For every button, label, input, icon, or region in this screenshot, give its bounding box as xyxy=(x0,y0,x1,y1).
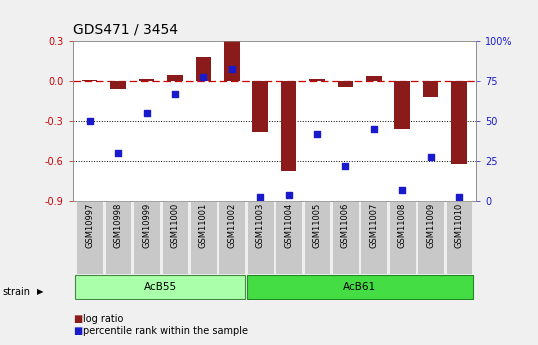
Text: AcB55: AcB55 xyxy=(144,282,177,292)
Text: GSM11004: GSM11004 xyxy=(284,203,293,248)
Bar xyxy=(360,201,387,274)
Bar xyxy=(281,81,296,171)
Point xyxy=(114,150,123,156)
Bar xyxy=(451,81,467,164)
Text: GSM10999: GSM10999 xyxy=(142,203,151,248)
Point xyxy=(341,164,350,169)
Text: GSM11007: GSM11007 xyxy=(369,203,378,248)
Bar xyxy=(76,201,103,274)
Text: GSM11009: GSM11009 xyxy=(426,203,435,248)
Bar xyxy=(133,201,160,274)
Text: GSM11000: GSM11000 xyxy=(171,203,180,248)
Bar xyxy=(423,81,438,97)
Bar xyxy=(75,275,245,299)
Bar xyxy=(247,201,273,274)
Text: log ratio: log ratio xyxy=(83,314,124,324)
Text: strain: strain xyxy=(3,287,31,296)
Bar xyxy=(246,275,473,299)
Bar xyxy=(252,81,268,132)
Bar xyxy=(366,76,381,81)
Bar xyxy=(417,201,444,274)
Text: GSM10998: GSM10998 xyxy=(114,203,123,248)
Point xyxy=(313,131,321,137)
Point xyxy=(199,74,208,79)
Bar xyxy=(195,57,211,81)
Text: GSM10997: GSM10997 xyxy=(85,203,94,248)
Bar xyxy=(309,79,325,81)
Bar xyxy=(224,41,239,81)
Bar xyxy=(190,201,217,274)
Text: GSM11008: GSM11008 xyxy=(398,203,407,248)
Point xyxy=(142,111,151,116)
Point xyxy=(426,154,435,159)
Text: ■: ■ xyxy=(73,326,82,336)
Bar xyxy=(332,201,359,274)
Bar xyxy=(105,201,131,274)
Bar xyxy=(389,201,415,274)
Bar xyxy=(275,201,302,274)
Bar xyxy=(110,81,126,89)
Text: ■: ■ xyxy=(73,314,82,324)
Point xyxy=(398,187,407,193)
Bar xyxy=(445,201,472,274)
Text: GSM11001: GSM11001 xyxy=(199,203,208,248)
Bar xyxy=(82,80,97,81)
Bar xyxy=(161,201,188,274)
Bar xyxy=(218,201,245,274)
Bar xyxy=(139,79,154,81)
Text: percentile rank within the sample: percentile rank within the sample xyxy=(83,326,249,336)
Text: AcB61: AcB61 xyxy=(343,282,377,292)
Text: ▶: ▶ xyxy=(37,287,43,296)
Text: GSM11006: GSM11006 xyxy=(341,203,350,248)
Bar xyxy=(303,201,330,274)
Point xyxy=(171,91,179,97)
Bar xyxy=(338,81,353,87)
Point xyxy=(256,194,265,199)
Point xyxy=(86,119,94,124)
Bar xyxy=(167,75,183,81)
Point xyxy=(228,66,236,71)
Text: GSM11005: GSM11005 xyxy=(313,203,322,248)
Point xyxy=(284,192,293,198)
Point xyxy=(455,194,463,199)
Text: GSM11002: GSM11002 xyxy=(227,203,236,248)
Point xyxy=(370,127,378,132)
Text: GDS471 / 3454: GDS471 / 3454 xyxy=(73,22,178,36)
Text: GSM11003: GSM11003 xyxy=(256,203,265,248)
Text: GSM11010: GSM11010 xyxy=(455,203,464,248)
Bar xyxy=(394,81,410,129)
